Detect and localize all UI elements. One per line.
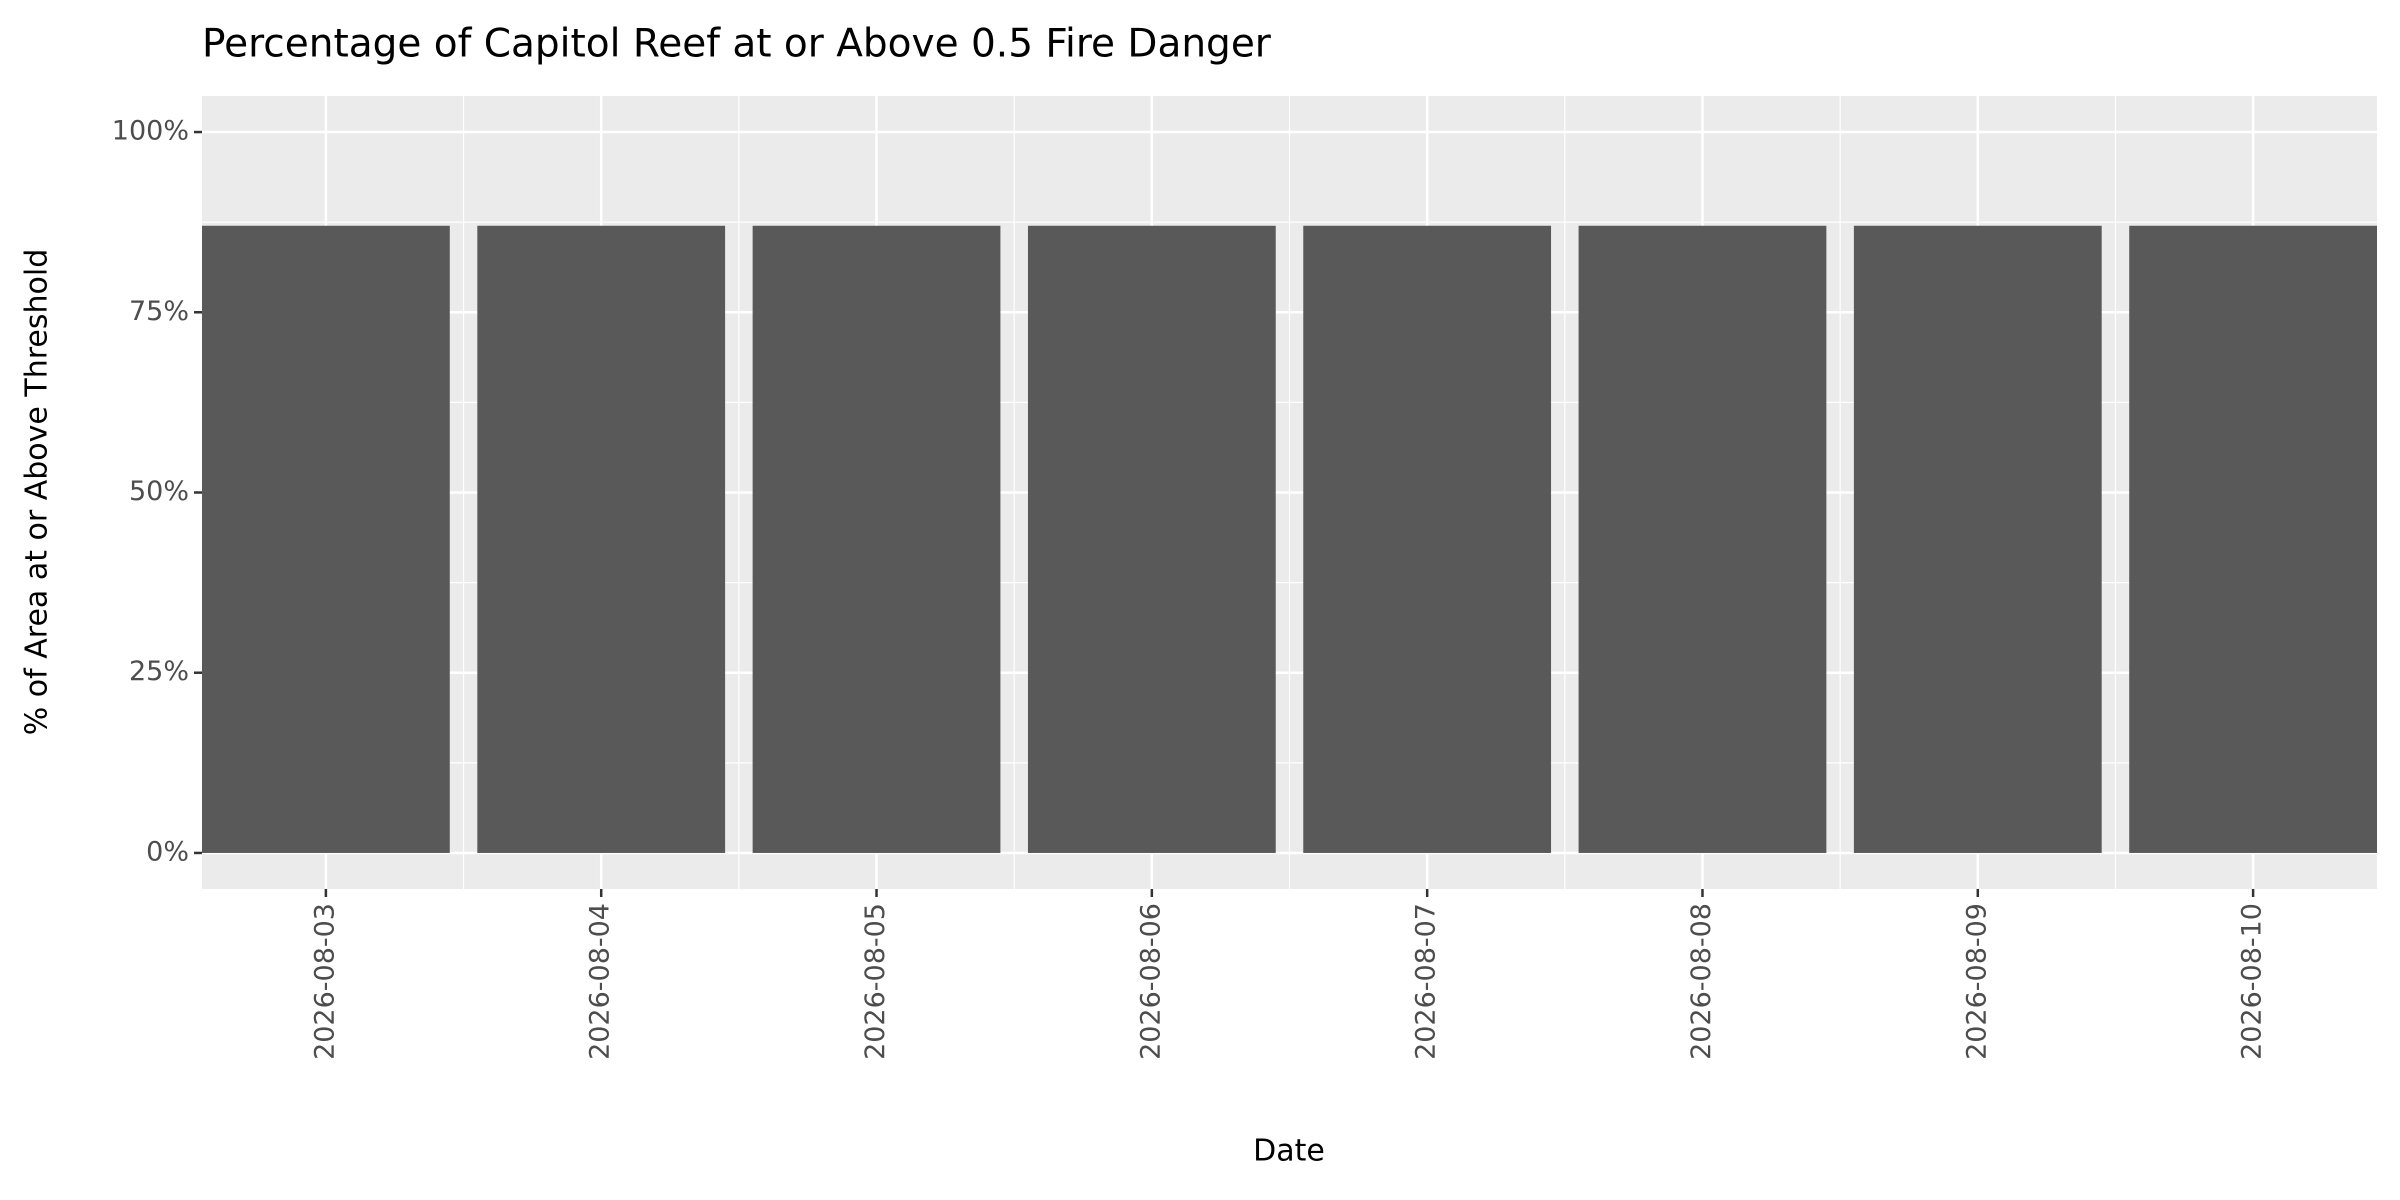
y-tick-label: 75% <box>129 296 189 327</box>
x-axis-title: Date <box>1253 1134 1325 1169</box>
y-tick-label: 0% <box>146 836 189 867</box>
bar <box>477 225 726 853</box>
bar <box>2129 225 2377 853</box>
bar <box>752 225 1001 853</box>
x-tick-label: 2026-08-03 <box>309 903 340 1060</box>
bar <box>1303 225 1552 853</box>
x-tick-label: 2026-08-10 <box>2237 903 2268 1060</box>
y-axis-title: % of Area at or Above Threshold <box>20 249 55 736</box>
y-tick-label: 100% <box>112 116 189 147</box>
y-tick-label: 25% <box>129 656 189 687</box>
chart-title: Percentage of Capitol Reef at or Above 0… <box>202 22 1272 67</box>
bar <box>1027 225 1276 853</box>
bar <box>202 225 450 853</box>
x-tick-label: 2026-08-07 <box>1411 903 1442 1060</box>
bar <box>1853 225 2102 853</box>
x-tick-label: 2026-08-08 <box>1686 903 1717 1060</box>
x-tick-label: 2026-08-05 <box>860 903 891 1060</box>
x-tick-label: 2026-08-04 <box>585 903 616 1060</box>
bar <box>1578 225 1827 853</box>
x-tick-label: 2026-08-09 <box>1961 903 1992 1060</box>
x-tick-label: 2026-08-06 <box>1135 903 1166 1060</box>
y-tick-label: 50% <box>129 476 189 507</box>
